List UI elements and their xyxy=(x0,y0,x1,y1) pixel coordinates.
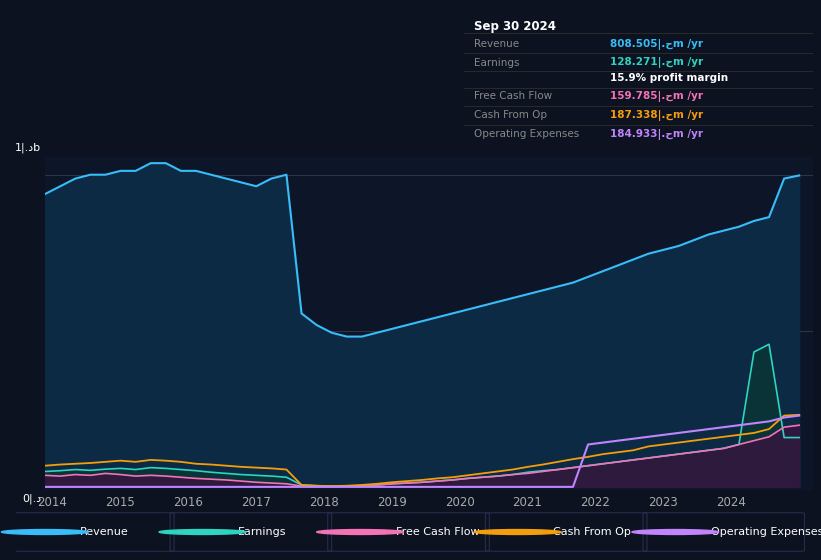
Text: Operating Expenses: Operating Expenses xyxy=(711,527,821,537)
Circle shape xyxy=(317,530,403,534)
Text: 184.933|.حm /yr: 184.933|.حm /yr xyxy=(610,128,704,139)
Text: 0|.د: 0|.د xyxy=(22,493,41,504)
Text: Earnings: Earnings xyxy=(475,58,520,68)
Circle shape xyxy=(475,530,561,534)
Text: Free Cash Flow: Free Cash Flow xyxy=(396,527,479,537)
Text: 128.271|.حm /yr: 128.271|.حm /yr xyxy=(610,57,704,68)
Text: 808.505|.حm /yr: 808.505|.حm /yr xyxy=(610,39,704,49)
Text: Operating Expenses: Operating Expenses xyxy=(475,129,580,139)
Text: 15.9% profit margin: 15.9% profit margin xyxy=(610,73,728,83)
Text: Revenue: Revenue xyxy=(80,527,129,537)
Text: Sep 30 2024: Sep 30 2024 xyxy=(475,20,557,32)
Text: Free Cash Flow: Free Cash Flow xyxy=(475,91,553,101)
Text: Earnings: Earnings xyxy=(238,527,287,537)
Circle shape xyxy=(159,530,245,534)
Text: 1|.دb: 1|.دb xyxy=(16,143,41,153)
Circle shape xyxy=(632,530,718,534)
Text: 159.785|.حm /yr: 159.785|.حm /yr xyxy=(610,91,704,102)
Circle shape xyxy=(2,530,88,534)
Text: Cash From Op: Cash From Op xyxy=(475,110,548,120)
Text: 187.338|.حm /yr: 187.338|.حm /yr xyxy=(610,110,704,121)
Text: Cash From Op: Cash From Op xyxy=(553,527,631,537)
Text: Revenue: Revenue xyxy=(475,39,520,49)
